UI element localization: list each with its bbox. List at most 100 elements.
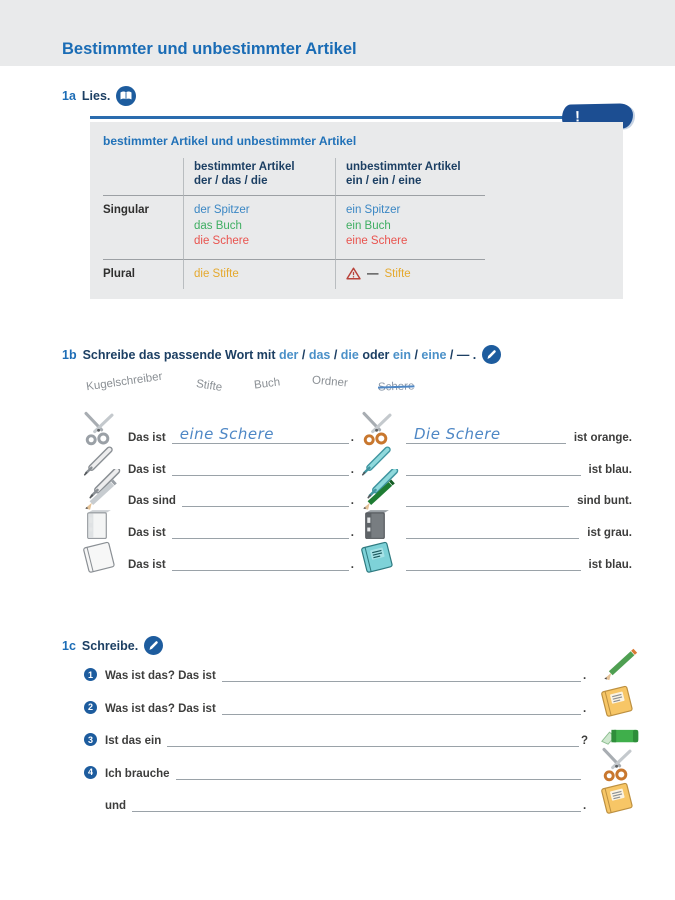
article-entry: ein Spitzer [346, 204, 401, 216]
pencil-green-image [596, 656, 646, 682]
singular-indefinite-cell: ein Spitzer ein Buch eine Schere [335, 195, 485, 259]
answer-blank[interactable] [406, 522, 580, 540]
item-row: ist blau. [356, 541, 632, 573]
numbered-bullet: 4 [84, 765, 97, 779]
article-entry: eine Schere [346, 235, 408, 247]
header-line2: ein / ein / eine [346, 174, 422, 187]
section-1b-header: 1b Schreibe das passende Wort mit der / … [62, 345, 501, 364]
word-bank-item: Stifte [195, 378, 223, 394]
answer-blank[interactable] [221, 698, 581, 715]
row-period: . [350, 527, 354, 540]
row-end: . [583, 670, 587, 683]
pen-and-pencil-color-image [356, 481, 402, 507]
row-period: . [350, 463, 354, 476]
warning-triangle-icon [346, 267, 361, 280]
answer-blank[interactable]: eine Schere [171, 424, 349, 444]
row-prefix: Das ist [128, 463, 166, 476]
binder-image [78, 513, 124, 539]
item-row: Das sind . [78, 478, 354, 510]
answer-blank[interactable]: Die Schere [406, 425, 566, 444]
article-entry: Stifte [384, 267, 411, 280]
answer-blank[interactable] [406, 554, 581, 571]
row-text: Was ist das? Das ist [105, 670, 216, 683]
header-line2: der / das / die [194, 174, 268, 187]
section-1c-label: Schreibe. [81, 638, 139, 653]
info-box-top-line [90, 116, 567, 119]
answer-blank[interactable] [221, 665, 581, 683]
item-row: und . [84, 783, 646, 815]
row-text: Was ist das? Das ist [105, 702, 216, 715]
numbered-bullet: 2 [84, 700, 97, 714]
instruction-part: / [298, 347, 309, 362]
answer-blank[interactable] [406, 459, 581, 476]
answer-blank[interactable] [171, 554, 349, 571]
row-end: ? [580, 735, 588, 748]
word-bank-item: Kugelschreiber [85, 370, 164, 394]
row-label-singular: Singular [103, 195, 183, 259]
exercise-1b-left-column: Das ist eine Schere . Das ist . Das sind… [78, 414, 354, 573]
instruction-part: das [308, 347, 331, 362]
article-table: bestimmter Artikel der / das / die unbes… [103, 158, 485, 289]
row-prefix: Das ist [128, 558, 166, 571]
answer-blank[interactable] [167, 730, 579, 748]
info-box-heading: bestimmter Artikel und unbestimmter Arti… [103, 134, 357, 148]
scissors-orange-image [596, 754, 646, 780]
row-period: . [350, 431, 354, 444]
row-end: . [583, 702, 587, 715]
answer-blank[interactable] [406, 490, 570, 508]
info-box: bestimmter Artikel und unbestimmter Arti… [90, 122, 623, 299]
answer-blank[interactable] [181, 490, 349, 508]
binder-dark-image [356, 513, 402, 539]
article-entry: der Spitzer [194, 204, 250, 216]
page-title: Bestimmter und unbestimmter Artikel [62, 40, 357, 58]
item-row: 3 Ist das ein ? [84, 718, 646, 750]
instruction-part: / [330, 347, 341, 362]
row-suffix: ist grau. [587, 527, 632, 540]
instruction-part: / [410, 347, 422, 362]
item-row: 4 Ich brauche [84, 750, 646, 782]
section-1a-label: Lies. [81, 89, 111, 103]
handwritten-answer: eine Schere [179, 424, 275, 443]
answer-blank[interactable] [171, 459, 349, 476]
section-1c-number: 1c [62, 638, 76, 653]
row-suffix: ist blau. [588, 558, 632, 571]
exercise-1c: 1 Was ist das? Das ist . 2 Was ist das? … [84, 653, 646, 815]
row-prefix: Das ist [128, 527, 166, 540]
instruction-part: oder [358, 347, 393, 362]
table-header-bestimmter: bestimmter Artikel der / das / die [183, 158, 335, 195]
item-row: ist blau. [356, 446, 632, 478]
word-bank-item: Buch [253, 376, 281, 392]
numbered-bullet: 3 [84, 733, 97, 747]
section-1a-header: 1a Lies. [62, 86, 136, 106]
answer-blank[interactable] [175, 763, 581, 780]
answer-blank[interactable] [171, 522, 349, 540]
scissors-orange-image [356, 418, 402, 444]
section-1c-header: 1c Schreibe. [62, 636, 163, 655]
item-row: 2 Was ist das? Das ist . [84, 685, 646, 717]
article-entry: das Buch [194, 219, 242, 232]
table-header-unbestimmter: unbestimmter Artikel ein / ein / eine [335, 158, 485, 195]
item-row: Das ist . [78, 446, 354, 478]
item-row: ist grau. [356, 509, 632, 541]
notebook-teal-image [356, 545, 402, 571]
section-1b-instruction: Schreibe das passende Wort mit der / das… [83, 348, 477, 362]
row-end: . [583, 799, 587, 812]
row-prefix: Das ist [128, 431, 166, 444]
instruction-part: / [446, 347, 457, 362]
instruction-part: ein [392, 347, 411, 362]
row-period: . [350, 558, 354, 571]
row-label-plural: Plural [103, 258, 183, 289]
item-row: Die Schere ist orange. [356, 414, 632, 446]
instruction-part: Schreibe das passende Wort mit [82, 347, 279, 362]
scissors-image [78, 418, 124, 444]
word-bank-item: Ordner [311, 374, 349, 390]
header-line1: unbestimmter Artikel [346, 161, 461, 173]
pen-and-pencil-image [78, 481, 124, 507]
answer-blank[interactable] [132, 795, 581, 812]
section-1b-number: 1b [62, 347, 77, 362]
notebook-image [78, 545, 124, 571]
row-suffix: ist blau. [588, 463, 632, 476]
open-book-icon [116, 86, 136, 106]
header-line1: bestimmter Artikel [194, 161, 295, 173]
